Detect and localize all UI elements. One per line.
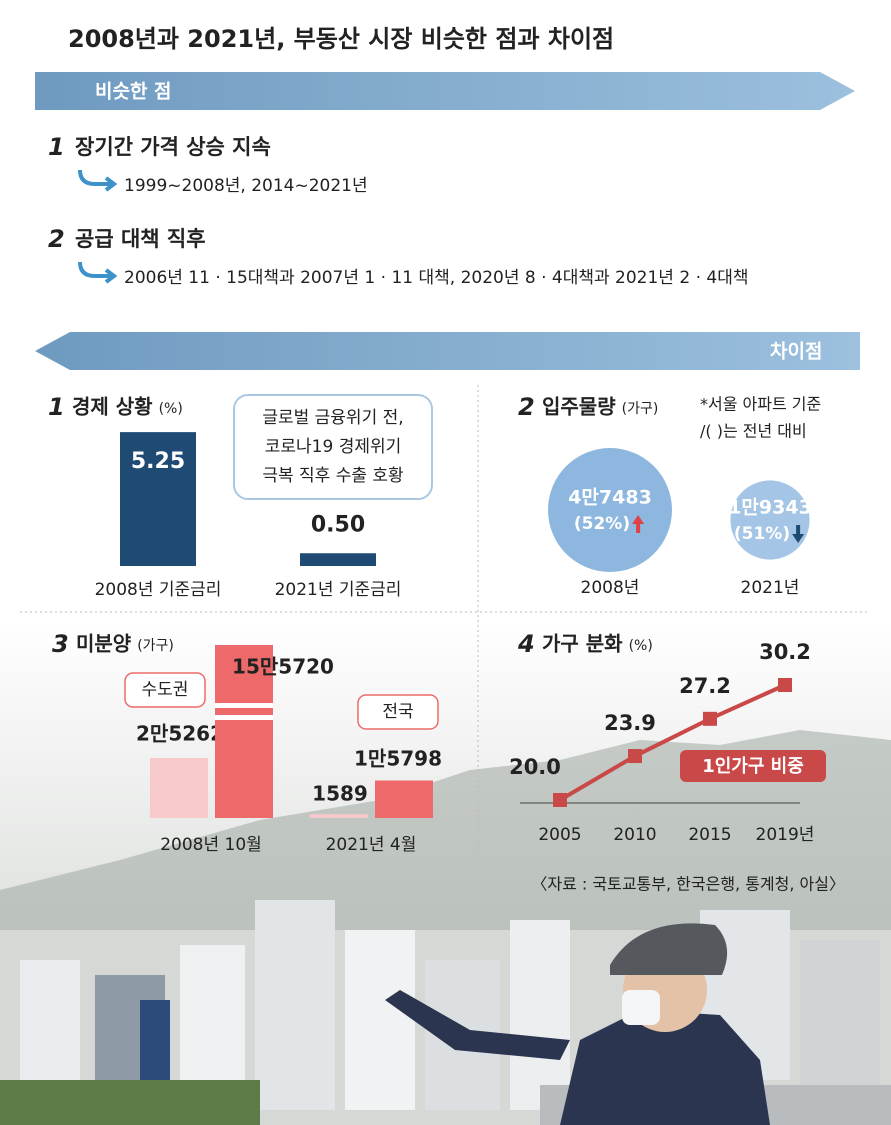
bubble: [548, 448, 672, 572]
banner-similar: [35, 72, 855, 110]
callout: [357, 694, 439, 730]
chart-title: 가구 분화: [542, 632, 623, 656]
chart-unit: (가구): [137, 638, 174, 654]
chart-number: 4: [517, 630, 535, 658]
annotation: 글로벌 금융위기 전,: [262, 408, 403, 428]
point: [703, 711, 717, 726]
item-number: 2: [48, 225, 65, 253]
x-tick-label: 2021년 기준금리: [275, 580, 402, 600]
legend-box: [680, 750, 826, 782]
arrow-icon: [78, 169, 118, 192]
banner-label: 차이점: [770, 341, 822, 363]
chart-title: 입주물량: [542, 395, 616, 419]
axis-break: [215, 715, 273, 720]
chart-number: 3: [52, 630, 69, 658]
bubble: [730, 480, 810, 560]
item-detail: 1999~2008년, 2014~2021년: [124, 176, 368, 196]
value-label: 4만7483: [568, 487, 652, 509]
line: [558, 683, 786, 802]
item-number: 1: [48, 133, 65, 161]
bar: [310, 814, 368, 818]
item-detail: 2006년 11 · 15대책과 2007년 1 · 11 대책, 2020년 …: [124, 268, 748, 288]
x-tick-label: 2008년: [581, 578, 640, 598]
annotation: 극복 직후 수출 호황: [262, 466, 403, 486]
change-arrow: [632, 515, 645, 533]
series-label: 전국: [382, 702, 413, 722]
value-label: 23.9: [604, 711, 656, 735]
item-title: 장기간 가격 상승 지속: [75, 135, 271, 159]
bar: [375, 780, 433, 818]
bar: [150, 758, 208, 818]
point: [553, 793, 567, 807]
bar: [300, 553, 376, 566]
banner-label: 비슷한 점: [95, 81, 172, 103]
value-label: 1589: [312, 782, 368, 806]
change-label: (52%): [574, 514, 630, 534]
point: [778, 678, 792, 692]
annotation-box: [233, 394, 433, 500]
title: 2008년과 2021년, 부동산 시장 비슷한 점과 차이점: [68, 25, 614, 53]
note: *서울 아파트 기준: [700, 395, 821, 414]
value-label: 27.2: [679, 674, 731, 698]
banner-diff: [35, 332, 860, 370]
chart-title: 경제 상황: [72, 395, 153, 419]
value-label: 30.2: [759, 640, 811, 664]
value-label: 1만9343: [728, 497, 812, 519]
item-title: 공급 대책 직후: [75, 227, 206, 251]
x-tick-label: 2021년: [741, 578, 800, 598]
x-tick-label: 2019년: [756, 825, 815, 845]
source: 〈자료 : 국토교통부, 한국은행, 통계청, 아실〉: [531, 875, 845, 894]
chart-title: 미분양: [76, 632, 132, 656]
change-arrow: [792, 525, 805, 543]
callout: [124, 672, 206, 708]
x-tick-label: 2021년 4월: [326, 835, 417, 855]
bar: [215, 645, 273, 818]
value-label: 5.25: [131, 449, 185, 474]
value-label: 0.50: [311, 512, 365, 537]
value-label: 2만5262: [136, 722, 224, 746]
x-tick-label: 2008년 10월: [160, 835, 262, 855]
series-label: 수도권: [142, 680, 189, 700]
photo: [0, 730, 891, 1125]
x-tick-label: 2010: [613, 825, 656, 845]
value-label: 20.0: [509, 755, 561, 779]
x-tick-label: 2015: [688, 825, 731, 845]
chart-unit: (가구): [622, 401, 659, 417]
note: /( )는 전년 대비: [700, 422, 807, 441]
chart-unit: (%): [629, 638, 653, 654]
axis-break: [215, 703, 273, 708]
x-tick-label: 2008년 기준금리: [95, 580, 222, 600]
annotation: 코로나19 경제위기: [265, 437, 402, 457]
chart-number: 2: [518, 393, 535, 421]
legend-label: 1인가구 비중: [702, 756, 804, 777]
value-label: 15만5720: [232, 655, 334, 679]
chart-number: 1: [48, 393, 65, 421]
point: [628, 749, 642, 764]
change-label: (51%): [734, 524, 790, 544]
x-tick-label: 2005: [538, 825, 581, 845]
chart-unit: (%): [159, 401, 183, 417]
bar: [120, 432, 196, 566]
value-label: 1만5798: [354, 747, 442, 771]
arrow-icon: [78, 261, 118, 284]
